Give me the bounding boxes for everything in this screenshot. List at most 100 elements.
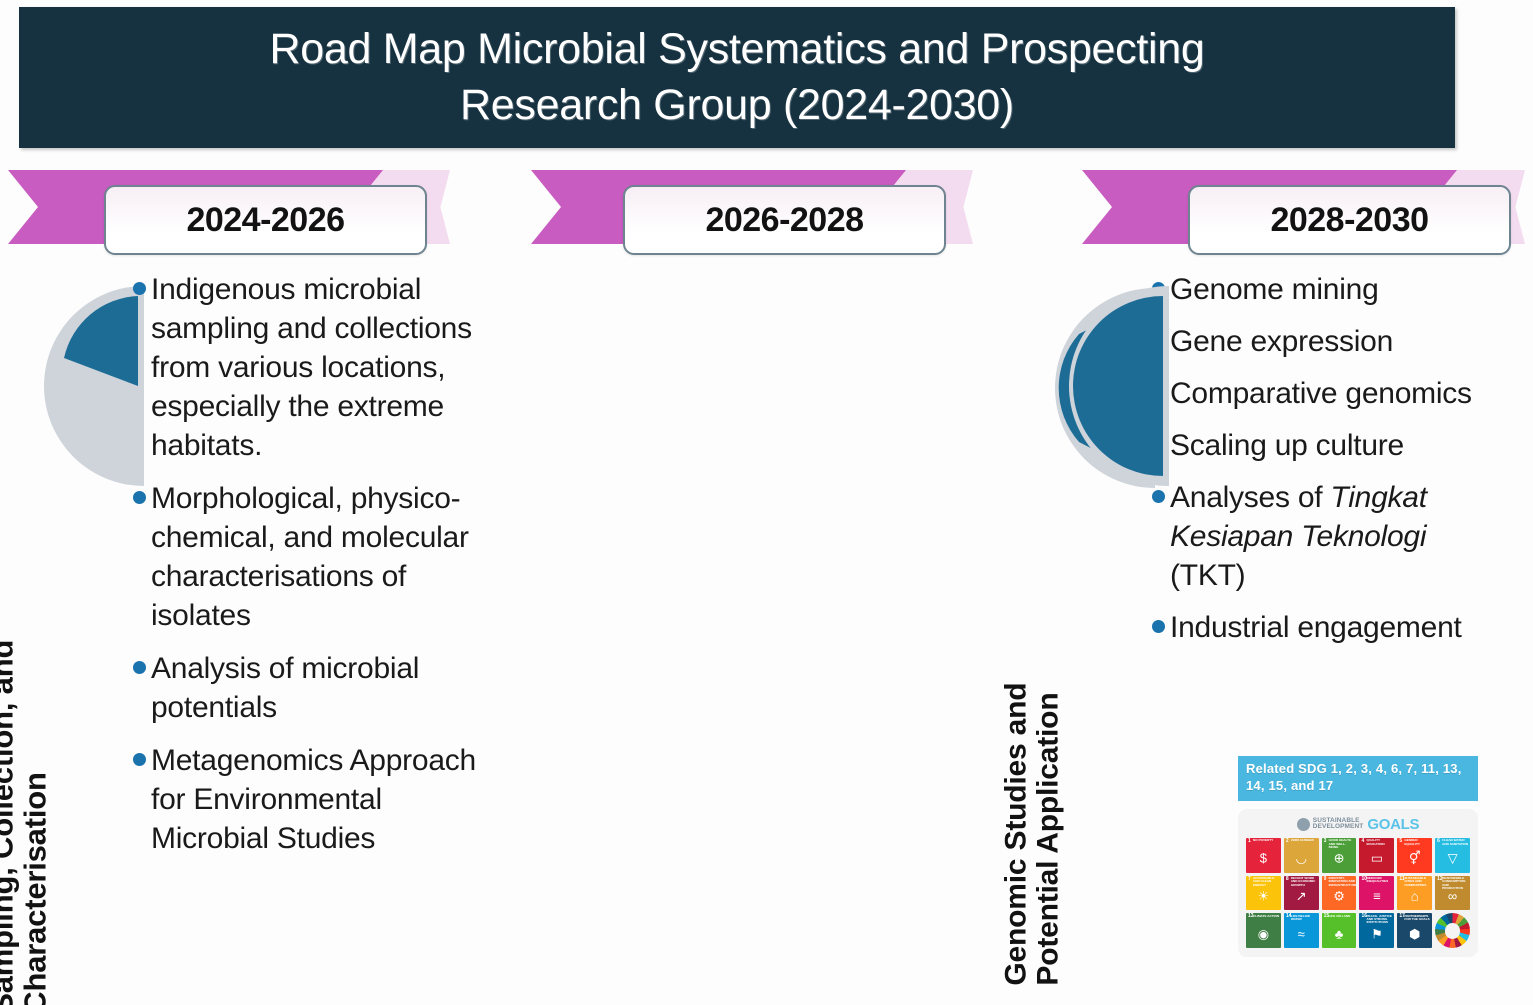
sdg-goal-glyph-icon: ≈ xyxy=(1297,926,1305,942)
list-item: Morphological, physico-chemical, and mol… xyxy=(133,479,485,635)
sdg-goal-number: 1 xyxy=(1248,837,1251,844)
sdg-goal-label: PEACE, JUSTICE AND STRONG INSTITUTIONS xyxy=(1366,913,1392,925)
sdg-goal-tile-6: 6 CLEAN WATER AND SANITATION ▽ xyxy=(1435,837,1470,873)
sdg-logo-wordmark: SUSTAINABLE DEVELOPMENT xyxy=(1312,816,1364,832)
bullet-text: Analysis of microbial potentials xyxy=(151,652,420,724)
sdg-goal-glyph-icon: ⚙ xyxy=(1333,888,1345,904)
tkt-after: (TKT) xyxy=(1170,559,1246,592)
sdg-goal-number: 15 xyxy=(1323,913,1330,920)
list-item: Industrial engagement xyxy=(1152,608,1504,647)
sdg-goal-number: 4 xyxy=(1361,837,1365,844)
phase-side-label: Sampling, Collection, and Characterisati… xyxy=(0,640,52,1005)
bullet-text: Genome mining xyxy=(1170,273,1379,306)
sdg-goal-glyph-icon: ≡ xyxy=(1373,888,1381,904)
sdg-goal-tile-9: 9 INDUSTRY, INNOVATION AND INFRASTRUCTURE… xyxy=(1321,875,1357,911)
sdg-goal-glyph-icon: ▭ xyxy=(1370,850,1384,866)
sdg-goal-label: REDUCED INEQUALITIES xyxy=(1366,876,1389,884)
un-emblem-icon xyxy=(1296,817,1310,831)
sdg-header-text: Related SDG 1, 2, 3, 4, 6, 7, 11, 13, 14… xyxy=(1246,761,1462,793)
bullet-dot-icon xyxy=(1152,490,1165,503)
sdg-goal-label: INDUSTRY, INNOVATION AND INFRASTRUCTURE xyxy=(1328,876,1357,887)
sdg-goal-tile-1: 1 NO POVERTY $ xyxy=(1246,837,1281,873)
sdg-goal-tile-16: 16 PEACE, JUSTICE AND STRONG INSTITUTIONS… xyxy=(1359,913,1395,949)
sdg-goal-glyph-icon: $ xyxy=(1259,850,1268,866)
list-item: Indigenous microbial sampling and collec… xyxy=(133,270,485,465)
sdg-goal-glyph-icon: ⌂ xyxy=(1410,888,1419,904)
bullet-text: Morphological, physico-chemical, and mol… xyxy=(151,482,469,632)
sdg-logo-goals: GOALS xyxy=(1367,815,1420,833)
phase-period-pill[interactable]: 2024-2026 xyxy=(104,185,427,255)
sdg-goal-glyph-icon: ⚑ xyxy=(1371,926,1383,942)
bullet-text: Metagenomics Approach for Environmental … xyxy=(151,744,476,855)
sdg-goal-number: 11 xyxy=(1399,875,1405,882)
sdg-goal-number: 9 xyxy=(1323,875,1327,882)
sdg-goal-glyph-icon: ↗ xyxy=(1295,888,1307,904)
bullet-text: Scaling up culture xyxy=(1170,429,1404,462)
phase-period-pill[interactable]: 2026-2028 xyxy=(623,185,946,255)
list-item-tkt: Analyses of Tingkat Kesiapan Teknologi (… xyxy=(1152,478,1504,595)
phase-period-pill[interactable]: 2028-2030 xyxy=(1188,185,1511,255)
list-item: Comparative genomics xyxy=(1152,374,1504,413)
bullet-dot-icon xyxy=(1152,620,1165,633)
sdg-goal-number: 10 xyxy=(1361,875,1368,882)
sdg-goal-grid: 1 NO POVERTY $ 2 ZERO HUNGER ◡ 3 GOOD HEALTH AN… xyxy=(1246,837,1470,949)
bullet-text: Comparative genomics xyxy=(1170,377,1472,410)
bullet-text: Industrial engagement xyxy=(1170,611,1462,644)
sdg-goal-tile-3: 3 GOOD HEALTH AND WELL-BEING ⊕ xyxy=(1321,837,1357,873)
sdg-goal-label: ZERO HUNGER xyxy=(1290,838,1314,843)
sdg-goal-glyph-icon: ∞ xyxy=(1447,888,1458,904)
sdg-goal-label: LIFE BELOW WATER xyxy=(1290,913,1310,922)
sdg-goal-label: AFFORDABLE AND CLEAN ENERGY xyxy=(1253,876,1275,887)
phase-period-label: 2024-2026 xyxy=(186,200,345,239)
bullet-text: Gene expression xyxy=(1170,325,1394,358)
sdg-goals-card: SUSTAINABLE DEVELOPMENT GOALS 1 NO POVERT… xyxy=(1238,808,1478,958)
sdg-goal-tile-13: 13 CLIMATE ACTION ◉ xyxy=(1246,913,1281,949)
tkt-before: Analyses of xyxy=(1170,481,1331,514)
sdg-goal-label: RESPONSIBLE CONSUMPTION AND PRODUCTION xyxy=(1442,876,1466,890)
sdg-goal-glyph-icon: ⬢ xyxy=(1409,926,1421,942)
sdg-goal-number: 6 xyxy=(1437,837,1440,844)
sdg-goal-glyph-icon: ☀ xyxy=(1257,888,1270,904)
sdg-goal-number: 7 xyxy=(1248,875,1251,882)
page-title: Road Map Microbial Systematics and Prosp… xyxy=(269,24,1205,129)
sdg-goal-tile-12: 12 RESPONSIBLE CONSUMPTION AND PRODUCTION… xyxy=(1435,875,1470,911)
sdg-logo: SUSTAINABLE DEVELOPMENT GOALS xyxy=(1246,816,1470,833)
bullet-dot-icon xyxy=(133,491,146,504)
phase-side-label-line2: Characterisation xyxy=(17,772,53,1005)
list-item: Metagenomics Approach for Environmental … xyxy=(133,741,485,858)
sdg-goal-glyph-icon: ◉ xyxy=(1257,926,1270,942)
sdg-goal-label: CLIMATE ACTION xyxy=(1253,913,1280,918)
half-circle-gauge-icon xyxy=(38,280,156,492)
sdg-color-wheel-icon xyxy=(1435,913,1470,949)
sdg-goal-number: 13 xyxy=(1248,913,1254,920)
sdg-goal-number: 12 xyxy=(1437,875,1443,882)
sdg-goal-tile-14: 14 LIFE BELOW WATER ≈ xyxy=(1283,913,1319,949)
sdg-goal-number: 2 xyxy=(1285,837,1289,844)
phase-bullet-list: Genome mining Gene expression Comparativ… xyxy=(1152,270,1504,660)
sdg-goal-glyph-icon: ▽ xyxy=(1447,850,1458,866)
sdg-goal-label: GENDER EQUALITY xyxy=(1404,838,1420,846)
sdg-goal-glyph-icon: ◡ xyxy=(1295,850,1307,866)
sdg-goal-tile-8: 8 DECENT WORK AND ECONOMIC GROWTH ↗ xyxy=(1283,875,1319,911)
sdg-goal-tile-17: 17 PARTNERSHIPS FOR THE GOALS ⬢ xyxy=(1397,913,1433,949)
sdg-goal-number: 3 xyxy=(1323,837,1327,844)
sdg-goal-label: SUSTAINABLE CITIES AND COMMUNITIES xyxy=(1404,876,1427,887)
sdg-goal-label: LIFE ON LAND xyxy=(1328,913,1351,918)
sdg-header-banner: Related SDG 1, 2, 3, 4, 6, 7, 11, 13, 14… xyxy=(1238,756,1478,801)
bullet-text: Indigenous microbial sampling and collec… xyxy=(151,273,472,462)
sdg-goal-glyph-icon: ⚥ xyxy=(1408,850,1421,866)
sdg-goal-number: 14 xyxy=(1285,913,1292,920)
phase-bullet-list: Indigenous microbial sampling and collec… xyxy=(133,270,485,872)
sdg-goal-label: QUALITY EDUCATION xyxy=(1366,838,1385,846)
bullet-text-tkt: Analyses of Tingkat Kesiapan Teknologi (… xyxy=(1170,478,1504,595)
sdg-goal-tile-7: 7 AFFORDABLE AND CLEAN ENERGY ☀ xyxy=(1246,875,1281,911)
sdg-logo-line2: DEVELOPMENT xyxy=(1312,823,1364,831)
list-item: Genome mining xyxy=(1152,270,1504,309)
bullet-dot-icon xyxy=(133,753,146,766)
sdg-logo-line1: SUSTAINABLE xyxy=(1312,816,1360,824)
sdg-goal-number: 8 xyxy=(1285,875,1289,882)
sdg-goal-glyph-icon: ⊕ xyxy=(1333,850,1345,866)
phase-side-label-line2: Potential Application xyxy=(1031,692,1065,986)
phase-side-label-line1: Genomic Studies and xyxy=(999,682,1033,986)
sdg-goal-label: GOOD HEALTH AND WELL-BEING xyxy=(1328,838,1352,849)
